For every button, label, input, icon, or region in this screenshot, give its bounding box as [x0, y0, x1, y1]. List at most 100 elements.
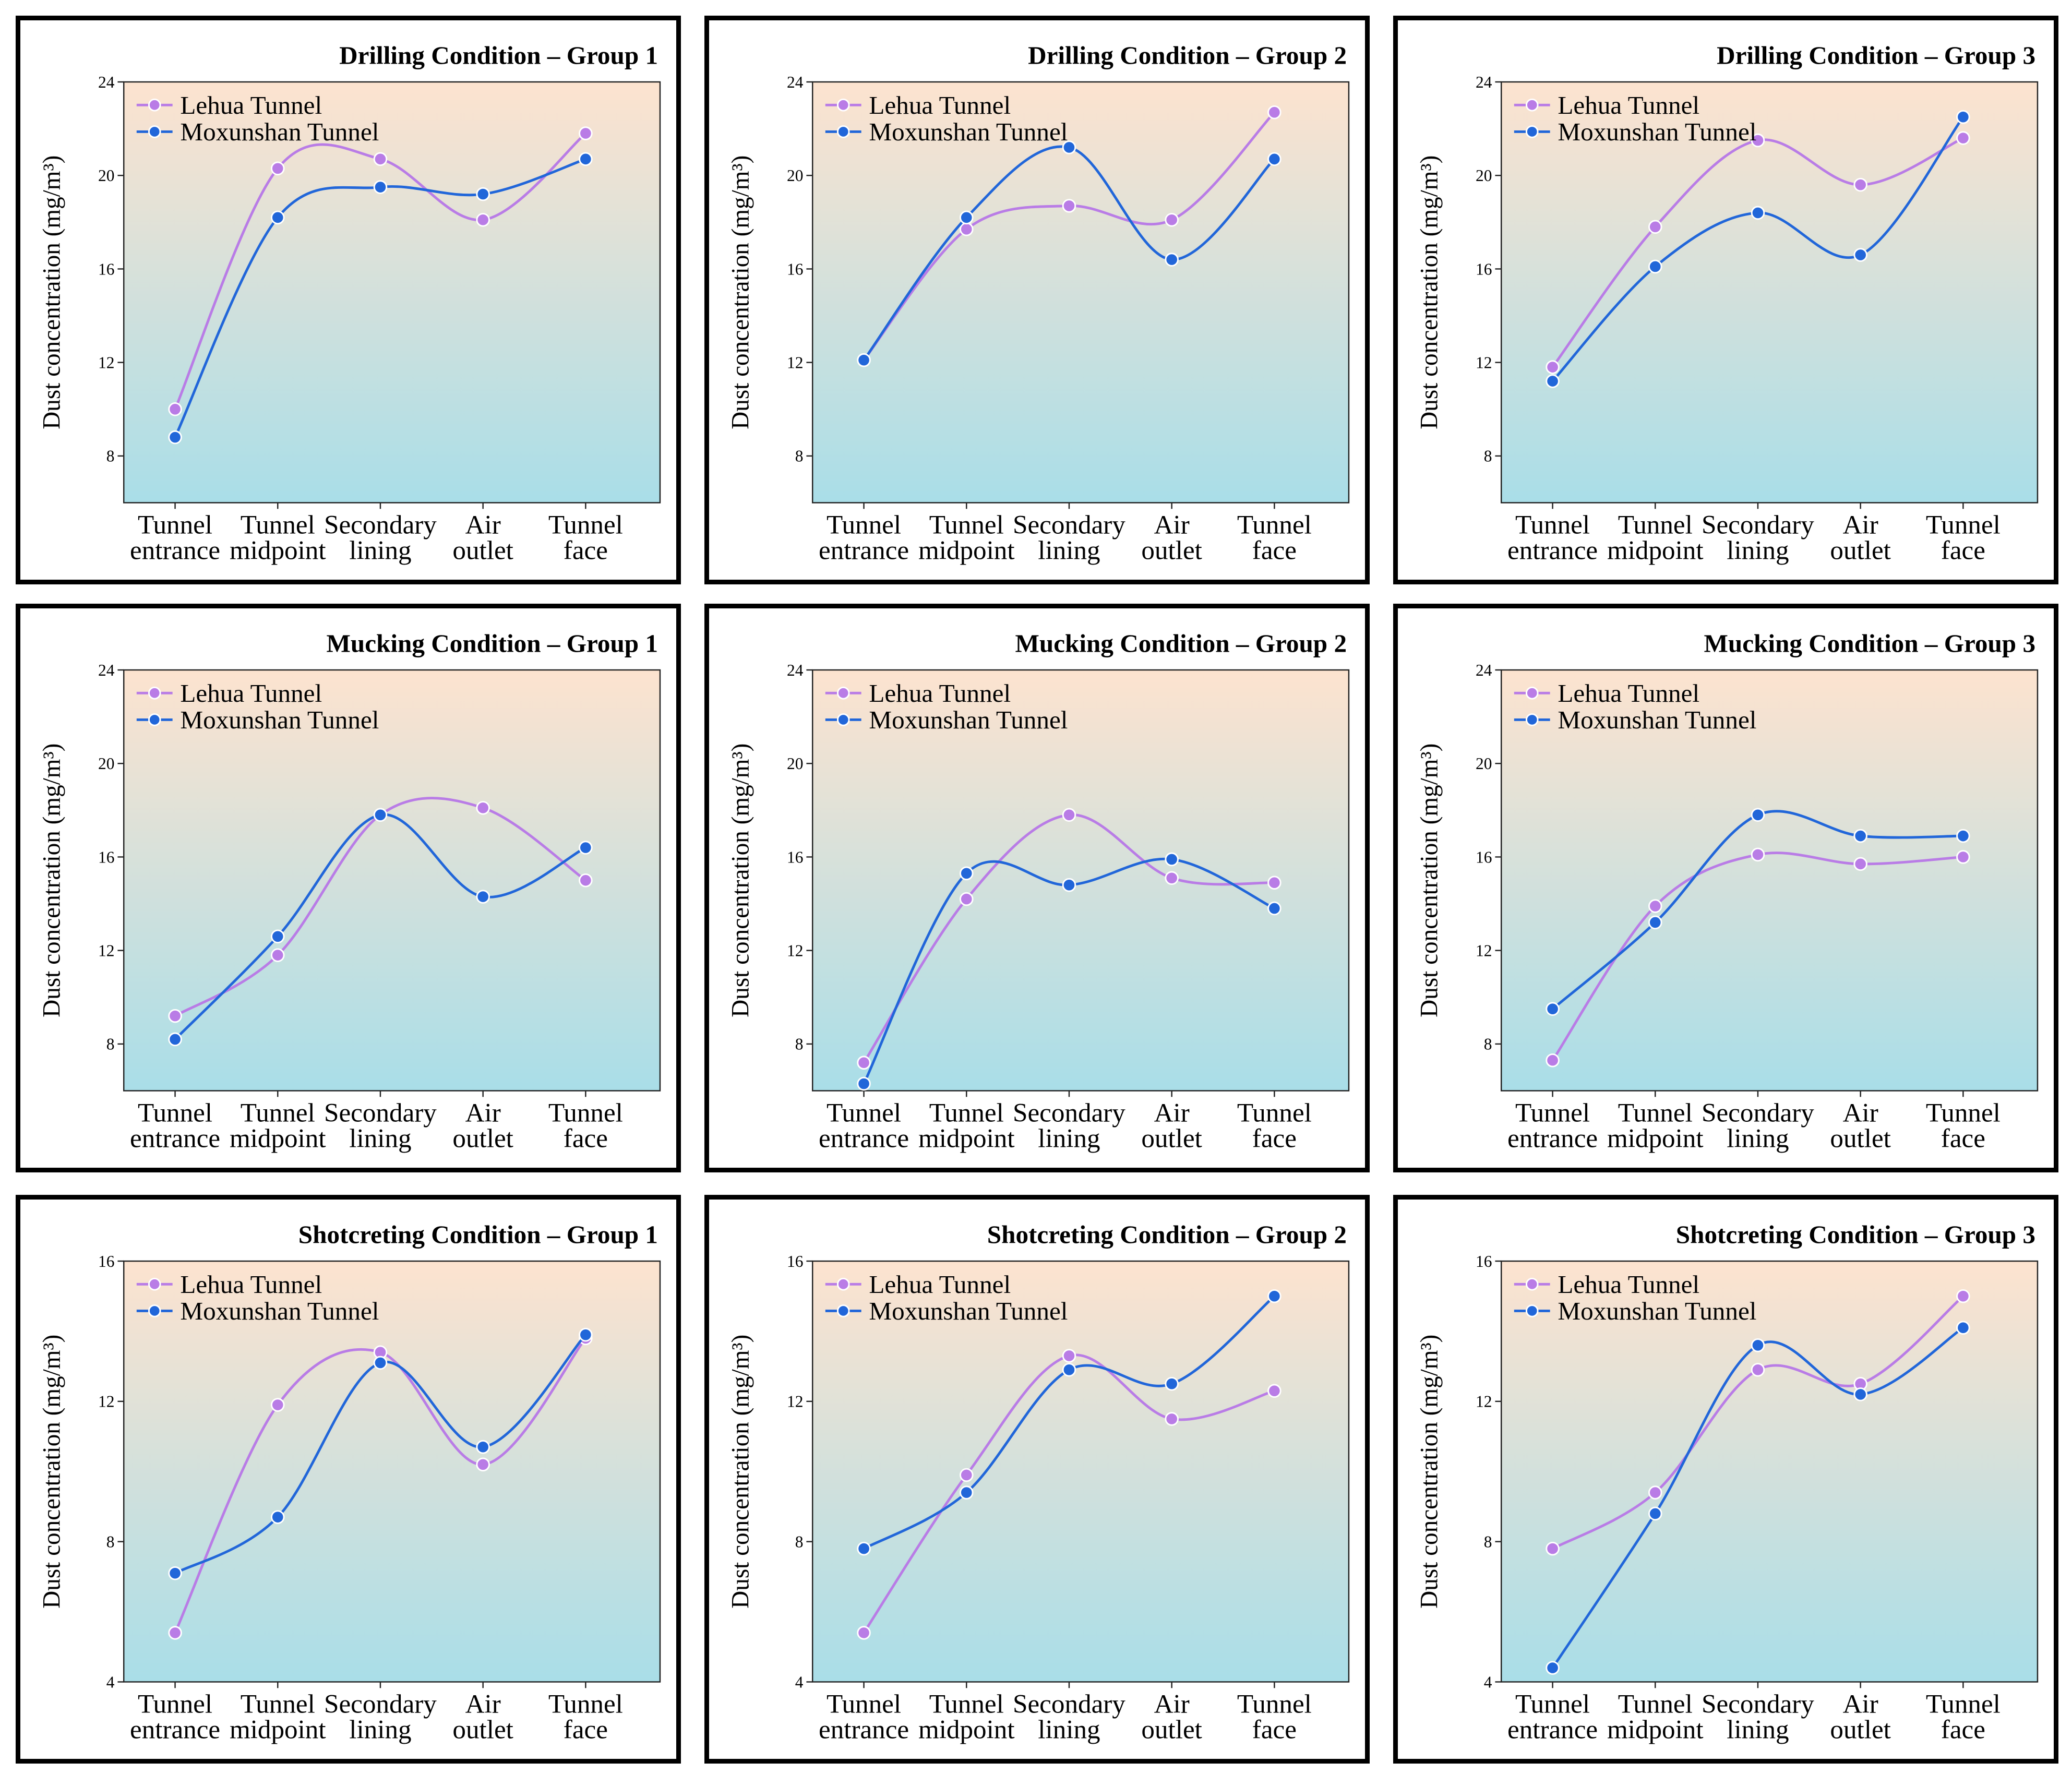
y-tick-label: 20 [1476, 754, 1492, 773]
data-point-moxunshan [959, 210, 974, 225]
data-point-lehua [1267, 1384, 1281, 1398]
data-point-lehua [1165, 871, 1179, 885]
x-tick-label: Tunnel entrance [819, 510, 909, 565]
legend-marker [836, 125, 850, 138]
legend-marker [148, 686, 161, 700]
x-tick-label: Tunnel midpoint [1607, 1689, 1704, 1744]
series-line-lehua [1551, 137, 1964, 368]
x-tick-label: Air outlet [1141, 1689, 1202, 1744]
x-tick-label: Tunnel entrance [130, 1689, 220, 1744]
data-point-lehua [373, 152, 388, 166]
data-point-lehua [476, 801, 490, 815]
chart-panel: Drilling Condition – Group 1 Dust concent… [16, 16, 681, 584]
chart-title: Mucking Condition – Group 3 [1704, 629, 2035, 658]
y-tick-label: 8 [1484, 1035, 1492, 1053]
x-tick-label: Air outlet [1141, 510, 1202, 565]
data-point-moxunshan [270, 210, 285, 225]
data-point-lehua [168, 402, 182, 416]
data-point-lehua [1853, 857, 1867, 871]
x-tick-label: Tunnel midpoint [230, 510, 326, 565]
chart-svg: Shotcreting Condition – Group 3 Dust conc… [1416, 1220, 2039, 1745]
y-axis-label: Dust concentration (mg/m³) [1416, 1335, 1443, 1609]
y-tick-label: 12 [787, 941, 803, 960]
data-point-moxunshan [1648, 259, 1662, 274]
data-point-lehua [1546, 1541, 1560, 1556]
data-point-moxunshan [168, 430, 182, 445]
data-point-moxunshan [1751, 206, 1765, 220]
data-point-lehua [857, 1626, 871, 1640]
series-line-lehua [1551, 852, 1963, 1061]
y-tick-label: 24 [1476, 73, 1492, 91]
legend-marker [1525, 125, 1539, 138]
series-line-moxunshan [174, 158, 586, 438]
data-point-lehua [1062, 199, 1076, 213]
data-point-moxunshan [270, 1510, 285, 1524]
legend-label: Lehua Tunnel [1558, 1270, 1699, 1299]
plot-area [811, 1260, 1350, 1683]
chart-title: Drilling Condition – Group 2 [1028, 41, 1347, 70]
x-tick-label: Secondary lining [1013, 510, 1125, 565]
x-tick-label: Tunnel entrance [130, 510, 220, 565]
legend-marker [1525, 713, 1539, 726]
chart-panel: Mucking Condition – Group 2 Dust concentr… [704, 604, 1370, 1172]
data-point-moxunshan [1648, 1506, 1662, 1521]
legend-item-moxunshan: Moxunshan Tunnel [825, 117, 1068, 146]
x-tick-label: Tunnel face [1237, 1098, 1312, 1153]
chart-title: Drilling Condition – Group 1 [339, 41, 658, 70]
chart-panel: Drilling Condition – Group 3 Dust concent… [1393, 16, 2058, 584]
data-point-moxunshan [857, 1541, 871, 1556]
legend-label: Moxunshan Tunnel [1558, 117, 1756, 146]
legend-item-moxunshan: Moxunshan Tunnel [825, 705, 1068, 734]
x-tick-label: Tunnel face [1237, 1689, 1312, 1744]
chart-svg: Mucking Condition – Group 3 Dust concentr… [1416, 629, 2039, 1154]
legend-label: Moxunshan Tunnel [869, 1297, 1068, 1325]
data-point-moxunshan [168, 1032, 182, 1047]
data-point-lehua [168, 1626, 182, 1640]
data-point-lehua [1751, 133, 1765, 148]
legend-marker [836, 713, 850, 726]
legend-item-lehua: Lehua Tunnel [136, 679, 322, 708]
y-tick-label: 16 [1476, 1252, 1492, 1270]
data-point-moxunshan [1648, 915, 1662, 930]
plot-area [811, 669, 1350, 1092]
y-axis-label: Dust concentration (mg/m³) [1416, 744, 1443, 1017]
data-point-lehua [1267, 876, 1281, 890]
data-point-lehua [1648, 220, 1662, 234]
y-tick-label: 12 [98, 1393, 114, 1411]
legend-label: Lehua Tunnel [869, 91, 1011, 119]
data-point-moxunshan [959, 1485, 974, 1500]
y-tick-label: 16 [98, 1252, 114, 1270]
legend-item-moxunshan: Moxunshan Tunnel [1514, 705, 1756, 734]
x-tick-label: Secondary lining [1702, 510, 1814, 565]
x-tick-label: Tunnel midpoint [918, 1689, 1015, 1744]
data-point-moxunshan [1956, 110, 1970, 124]
y-tick-label: 24 [98, 73, 115, 91]
data-point-lehua [1853, 177, 1867, 192]
y-tick-label: 8 [795, 447, 804, 465]
x-tick-label: Tunnel face [548, 510, 623, 565]
data-point-lehua [1956, 1289, 1970, 1303]
x-tick-label: Tunnel entrance [1507, 1098, 1598, 1153]
legend-marker [1525, 686, 1539, 700]
legend-item-lehua: Lehua Tunnel [136, 1270, 322, 1299]
x-tick-label: Tunnel entrance [819, 1689, 909, 1744]
y-axis-label: Dust concentration (mg/m³) [727, 1335, 754, 1609]
y-tick-label: 4 [1484, 1673, 1492, 1691]
legend-item-moxunshan: Moxunshan Tunnel [1514, 117, 1756, 146]
legend-label: Moxunshan Tunnel [180, 117, 379, 146]
y-tick-label: 16 [1476, 260, 1492, 278]
legend-item-lehua: Lehua Tunnel [1514, 1270, 1699, 1299]
data-point-lehua [1751, 847, 1765, 862]
legend-item-moxunshan: Moxunshan Tunnel [136, 117, 379, 146]
data-point-moxunshan [1062, 1363, 1076, 1377]
y-tick-label: 20 [98, 166, 114, 185]
data-point-moxunshan [476, 1440, 490, 1454]
y-tick-label: 8 [795, 1532, 804, 1551]
x-tick-label: Tunnel entrance [130, 1098, 220, 1153]
chart-svg: Shotcreting Condition – Group 2 Dust conc… [727, 1220, 1350, 1745]
data-point-moxunshan [1267, 1289, 1281, 1303]
chart-title: Shotcreting Condition – Group 1 [298, 1220, 658, 1249]
data-point-lehua [1165, 213, 1179, 227]
legend-item-moxunshan: Moxunshan Tunnel [1514, 1297, 1756, 1325]
data-point-moxunshan [579, 152, 593, 166]
